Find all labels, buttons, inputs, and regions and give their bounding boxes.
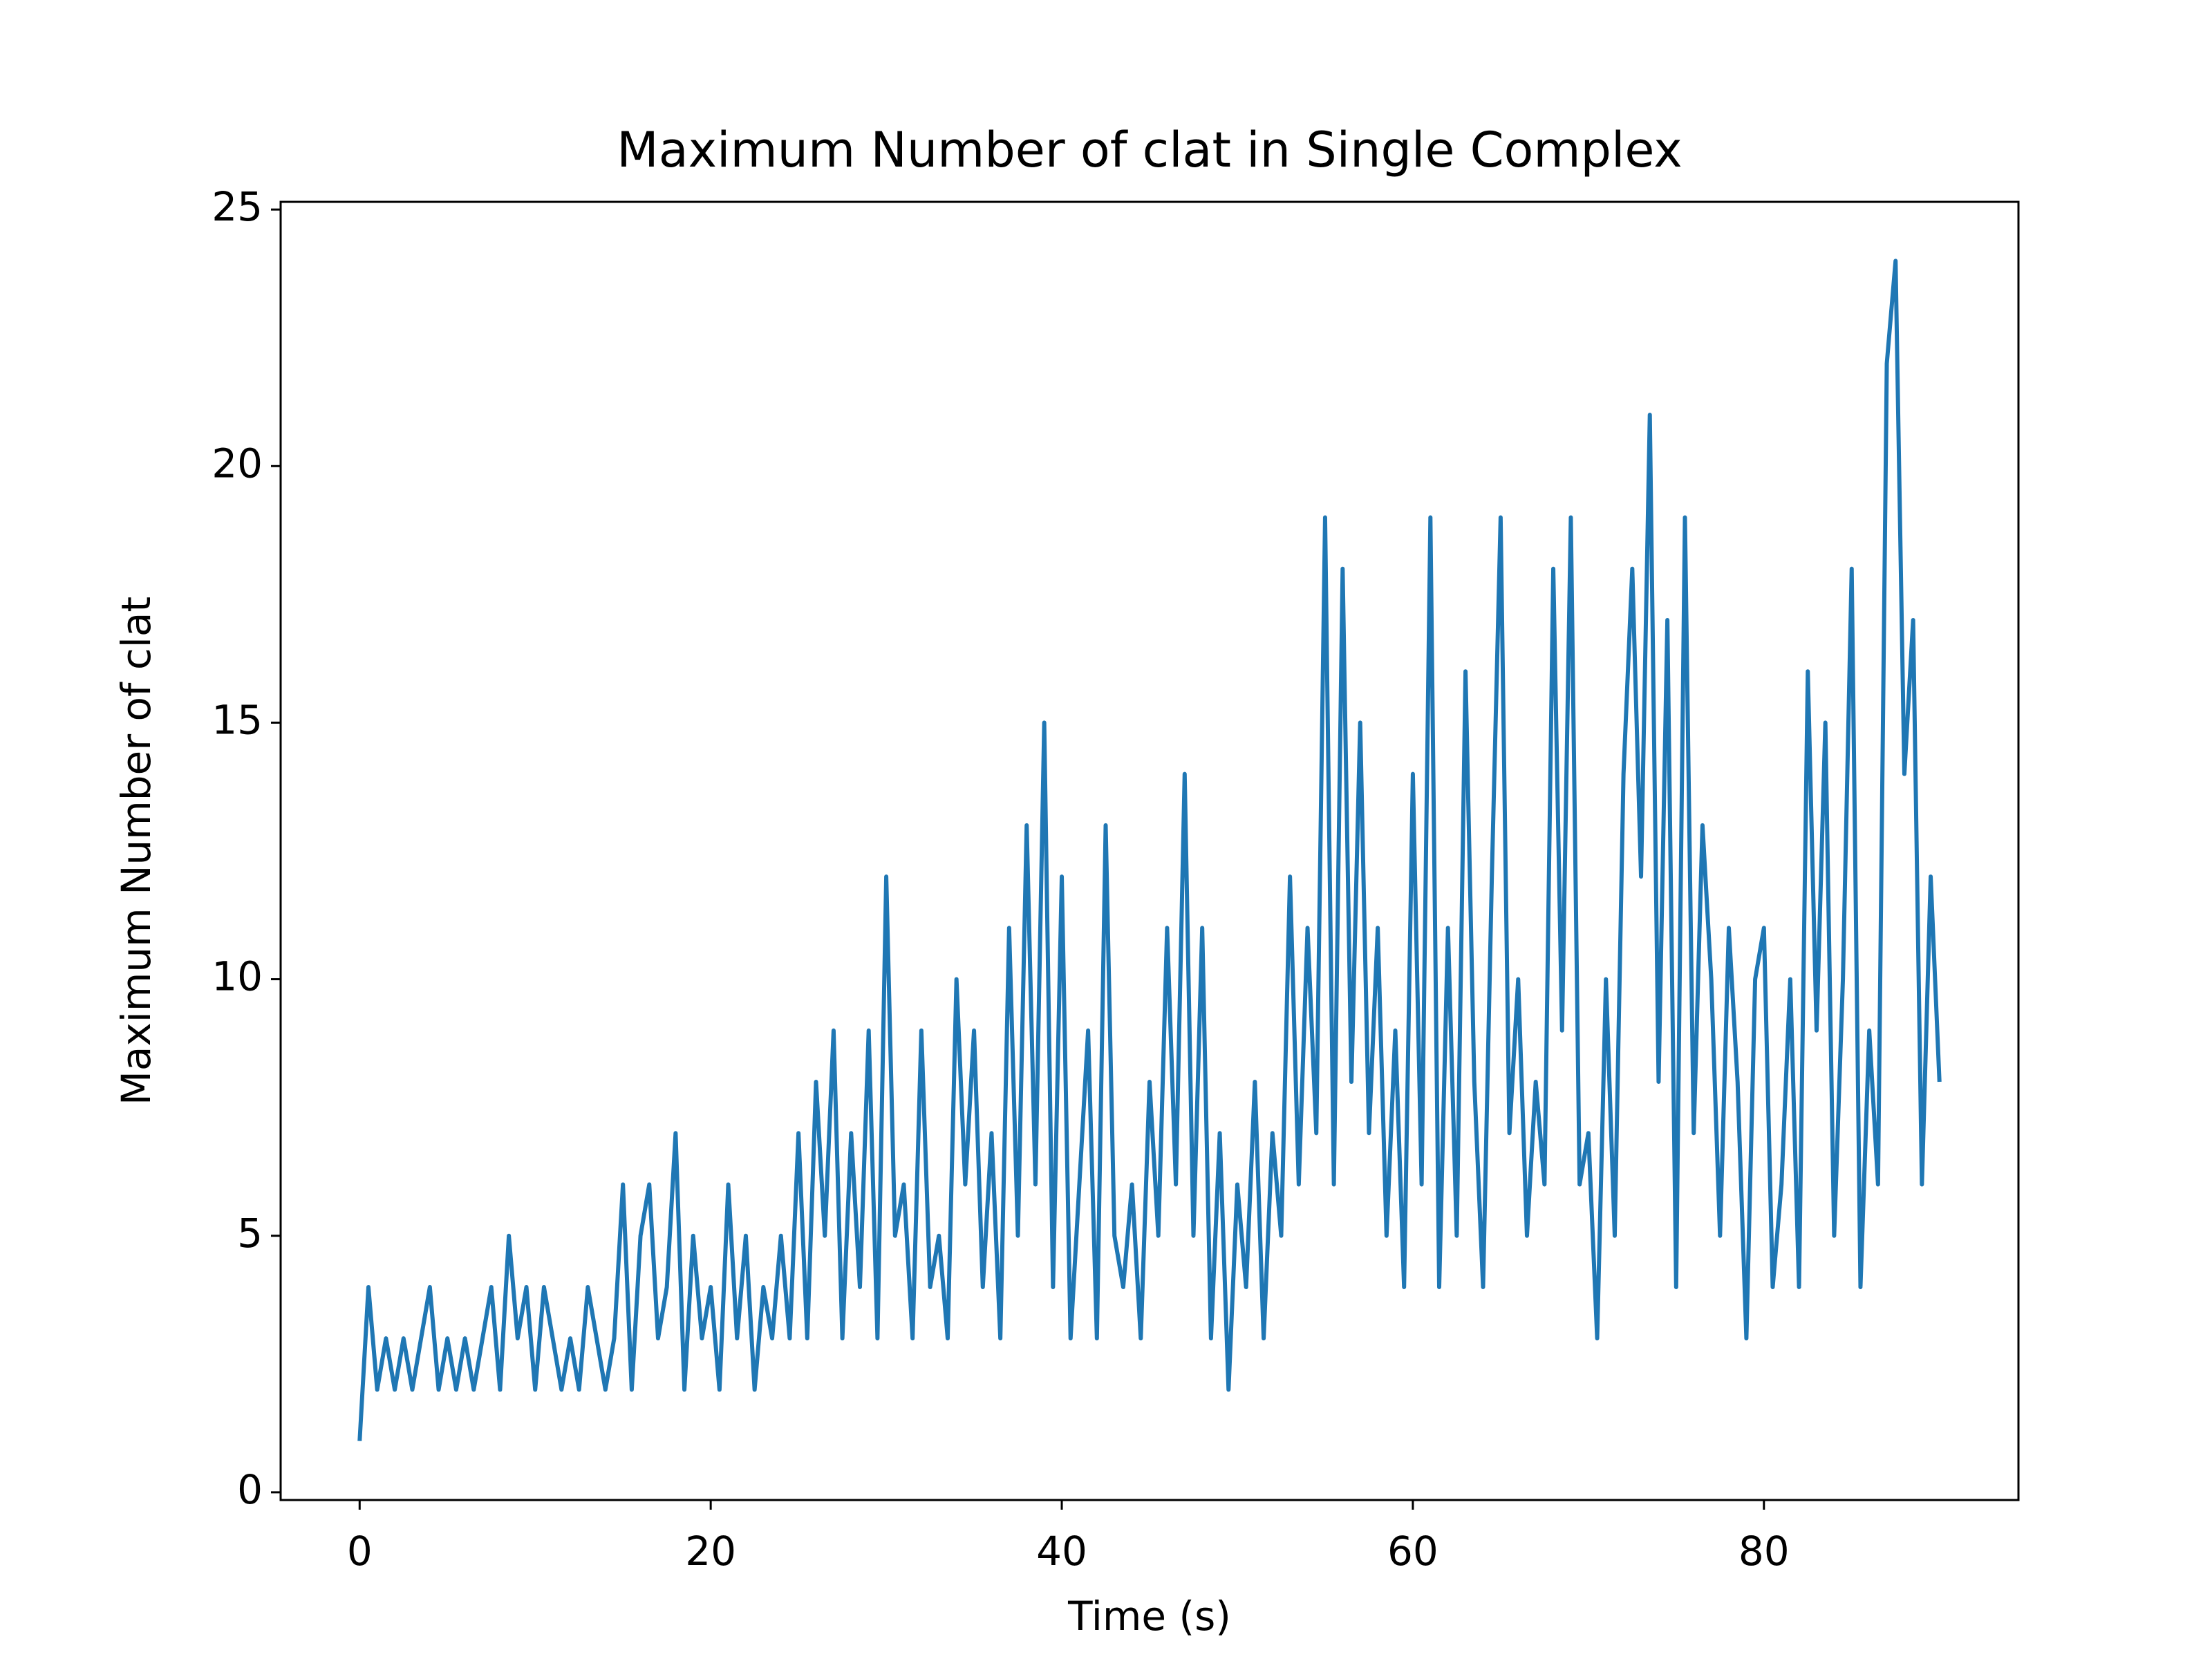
x-tick-label: 0 xyxy=(347,1528,373,1575)
y-tick-label: 25 xyxy=(212,183,263,230)
plot-frame xyxy=(279,200,2020,1501)
y-tick-label: 0 xyxy=(237,1466,263,1513)
y-tick-label: 20 xyxy=(212,440,263,487)
y-tick-label: 15 xyxy=(212,697,263,744)
y-tick-label: 10 xyxy=(212,953,263,1000)
x-tick-label: 20 xyxy=(685,1528,736,1575)
chart-title: Maximum Number of clat in Single Complex xyxy=(617,122,1682,178)
x-tick-label: 80 xyxy=(1738,1528,1790,1575)
data-line xyxy=(357,259,1942,1441)
x-tick-label: 60 xyxy=(1387,1528,1438,1575)
y-tick-label: 5 xyxy=(237,1210,263,1257)
x-axis-label: Time (s) xyxy=(1067,1593,1231,1640)
x-tick-label: 40 xyxy=(1036,1528,1087,1575)
y-axis-label: Maximum Number of clat xyxy=(113,597,160,1105)
